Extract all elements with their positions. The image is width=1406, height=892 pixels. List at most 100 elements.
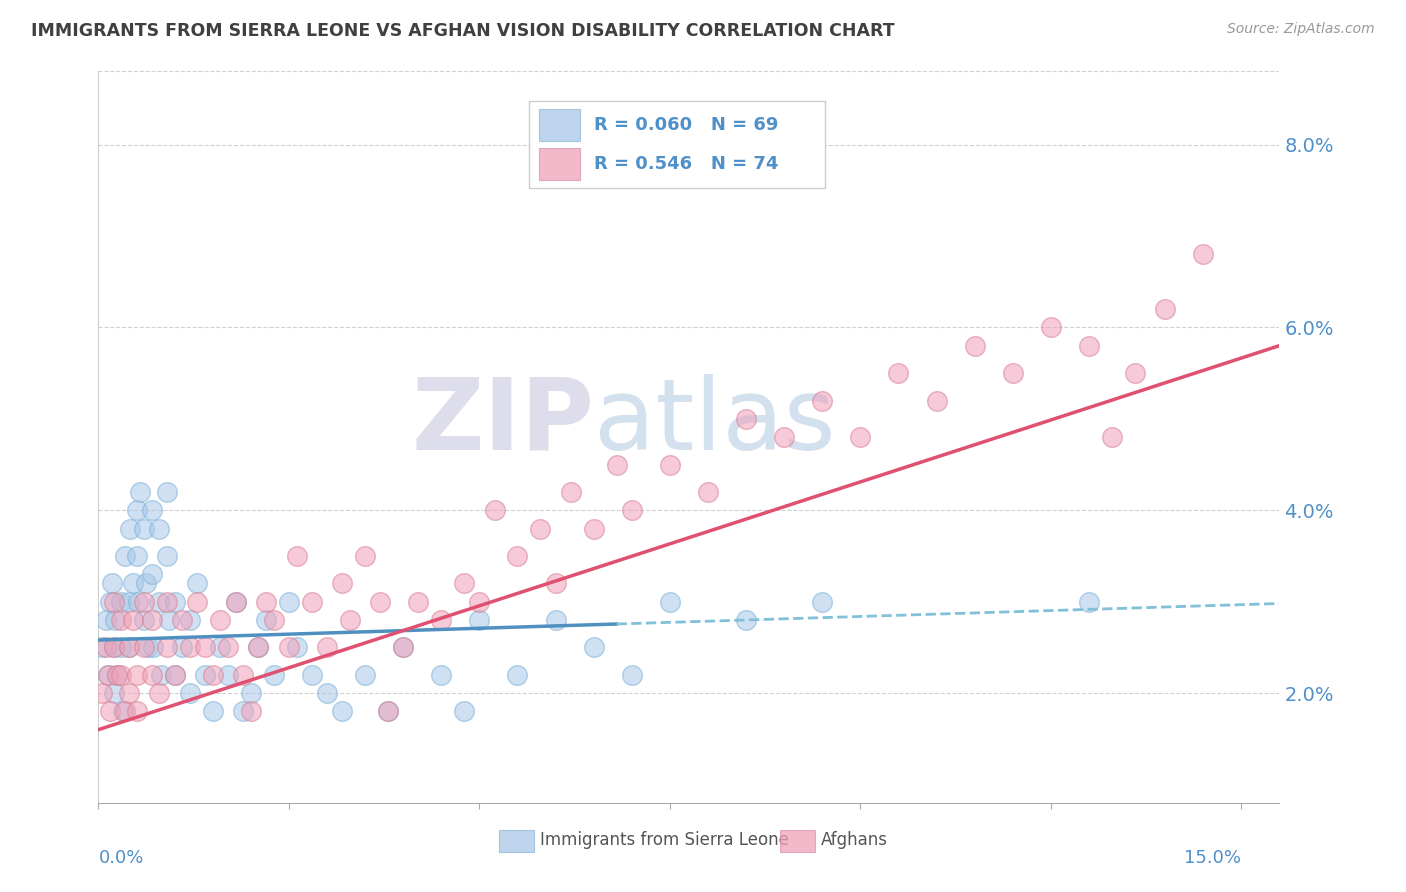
Point xyxy=(141,503,163,517)
Point xyxy=(301,594,323,608)
Point xyxy=(179,686,201,700)
Point xyxy=(127,594,149,608)
Point xyxy=(239,705,262,719)
Point xyxy=(110,640,132,655)
Point xyxy=(560,485,582,500)
Point xyxy=(453,576,475,591)
Point xyxy=(125,503,148,517)
Point xyxy=(1123,366,1146,380)
Point xyxy=(118,640,141,655)
Point xyxy=(135,576,157,591)
Point xyxy=(156,640,179,655)
Point xyxy=(225,594,247,608)
Point xyxy=(104,613,127,627)
Point xyxy=(97,667,120,682)
Point xyxy=(179,640,201,655)
Point xyxy=(285,549,308,563)
Point xyxy=(620,503,643,517)
Text: Source: ZipAtlas.com: Source: ZipAtlas.com xyxy=(1227,22,1375,37)
Point xyxy=(156,594,179,608)
Point xyxy=(606,458,628,472)
Point xyxy=(484,503,506,517)
Point xyxy=(658,458,681,472)
Point xyxy=(125,549,148,563)
Point xyxy=(157,613,180,627)
Point xyxy=(277,594,299,608)
Point xyxy=(110,594,132,608)
Point xyxy=(1192,247,1215,261)
Point xyxy=(101,576,124,591)
Point xyxy=(963,338,986,352)
Point xyxy=(134,594,156,608)
Point xyxy=(254,594,277,608)
Point xyxy=(134,613,156,627)
FancyBboxPatch shape xyxy=(530,101,825,188)
Point xyxy=(468,613,491,627)
Point xyxy=(163,667,186,682)
Point xyxy=(735,613,758,627)
Point xyxy=(1154,301,1177,317)
Point xyxy=(91,686,114,700)
Point xyxy=(430,613,453,627)
Point xyxy=(1078,338,1101,352)
Point xyxy=(125,705,148,719)
Point xyxy=(141,667,163,682)
Point xyxy=(121,576,143,591)
Point xyxy=(201,705,224,719)
Point xyxy=(134,521,156,535)
Point xyxy=(172,640,194,655)
Point xyxy=(239,686,262,700)
Point xyxy=(529,521,551,535)
Point xyxy=(156,549,179,563)
Text: 15.0%: 15.0% xyxy=(1184,848,1241,866)
Point xyxy=(103,686,125,700)
Point xyxy=(120,521,142,535)
Point xyxy=(156,485,179,500)
Point xyxy=(1078,594,1101,608)
Point xyxy=(263,667,285,682)
Point xyxy=(582,521,605,535)
FancyBboxPatch shape xyxy=(538,110,581,141)
Point xyxy=(98,705,121,719)
Point xyxy=(392,640,415,655)
Point xyxy=(354,667,377,682)
Point xyxy=(125,667,148,682)
Point xyxy=(301,667,323,682)
Text: 0.0%: 0.0% xyxy=(98,848,143,866)
Point xyxy=(247,640,270,655)
Point xyxy=(148,686,170,700)
Point xyxy=(354,549,377,563)
Point xyxy=(129,485,152,500)
Point xyxy=(98,594,121,608)
Point xyxy=(163,594,186,608)
Text: atlas: atlas xyxy=(595,374,837,471)
Point xyxy=(392,640,415,655)
Point xyxy=(430,667,453,682)
Point xyxy=(247,640,270,655)
Point xyxy=(263,613,285,627)
Point xyxy=(370,594,392,608)
Point xyxy=(107,667,129,682)
Point xyxy=(149,667,172,682)
Point xyxy=(925,393,948,408)
Point xyxy=(377,705,399,719)
Point xyxy=(118,640,141,655)
Point xyxy=(217,640,239,655)
Point xyxy=(1001,366,1024,380)
Point xyxy=(887,366,910,380)
Point xyxy=(544,613,567,627)
Point xyxy=(163,667,186,682)
Text: ZIP: ZIP xyxy=(412,374,595,471)
Point xyxy=(110,667,132,682)
Point xyxy=(194,667,217,682)
Point xyxy=(735,412,758,426)
Point xyxy=(620,667,643,682)
Point xyxy=(316,686,339,700)
Text: R = 0.546   N = 74: R = 0.546 N = 74 xyxy=(595,155,779,173)
Point xyxy=(136,640,159,655)
Point xyxy=(225,594,247,608)
Point xyxy=(506,549,529,563)
Point xyxy=(107,667,129,682)
Point xyxy=(377,705,399,719)
Point xyxy=(141,567,163,582)
